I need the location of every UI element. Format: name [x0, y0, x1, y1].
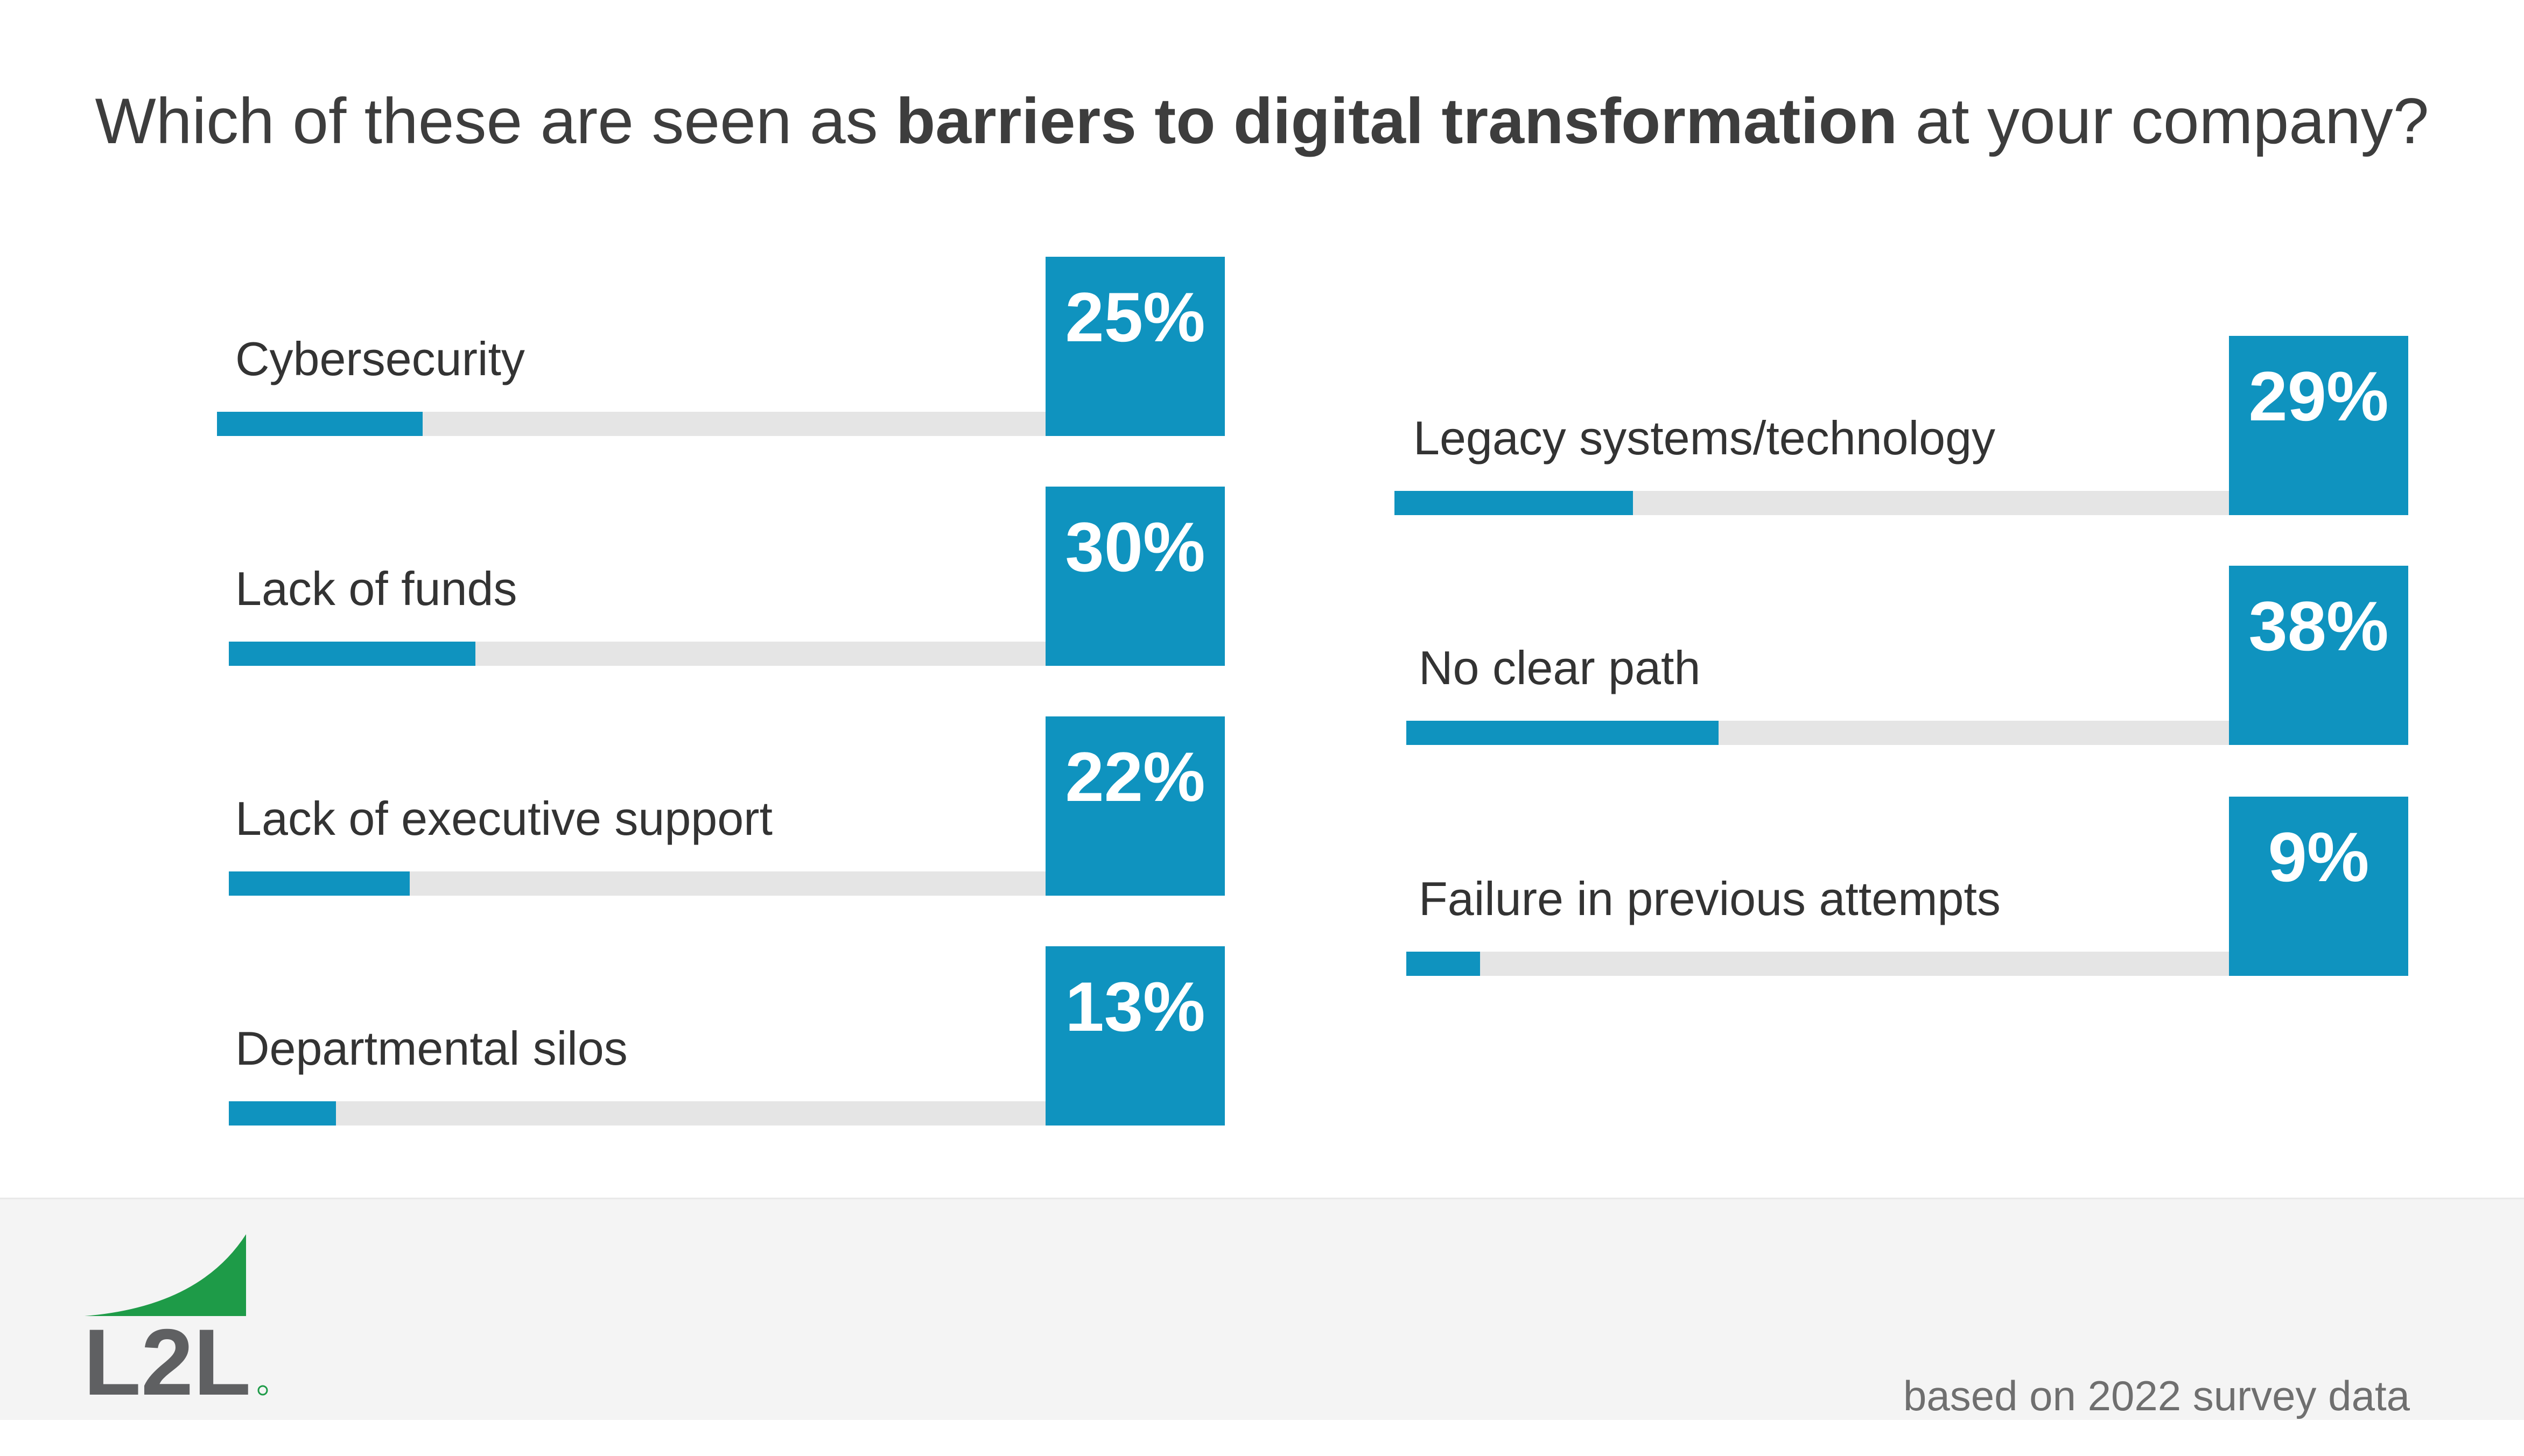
bar-track [229, 642, 1046, 666]
bar-fill [1394, 491, 1633, 515]
category-label: Lack of funds [235, 562, 517, 615]
value-label: 38% [2229, 566, 2408, 745]
chart-title: Which of these are seen as barriers to d… [95, 85, 2429, 157]
category-label: Cybersecurity [235, 332, 525, 385]
bar-fill [1406, 952, 1481, 976]
logo-icon: L2L [83, 1234, 268, 1415]
bar-fill [1406, 721, 1719, 745]
l2l-logo: L2L [83, 1218, 277, 1415]
value-label: 29% [2229, 336, 2408, 515]
bar-fill [229, 871, 410, 896]
value-label: 25% [1046, 257, 1225, 436]
category-label: Legacy systems/technology [1413, 411, 1996, 465]
value-label: 13% [1046, 946, 1225, 1126]
bar-track [1394, 491, 2229, 515]
footer: L2L based on 2022 survey data [0, 1198, 2524, 1420]
logo-text: L2L [83, 1310, 251, 1401]
category-label: Departmental silos [235, 1022, 628, 1075]
bar-track [1406, 721, 2229, 745]
title-emphasis: barriers to digital transformation [895, 85, 1898, 157]
value-label: 22% [1046, 716, 1225, 896]
bar-track [229, 871, 1046, 896]
category-label: Lack of executive support [235, 792, 773, 845]
bar-track [229, 1101, 1046, 1126]
category-label: Failure in previous attempts [1419, 872, 2001, 925]
bar-track [217, 412, 1046, 436]
category-label: No clear path [1419, 641, 1701, 694]
source-note: based on 2022 survey data [1903, 1372, 2410, 1419]
bar-fill [229, 642, 476, 666]
bar-fill [217, 412, 423, 436]
bar-track [1406, 952, 2229, 976]
bar-fill [229, 1101, 336, 1126]
value-label: 9% [2229, 797, 2408, 976]
value-label: 30% [1046, 487, 1225, 666]
